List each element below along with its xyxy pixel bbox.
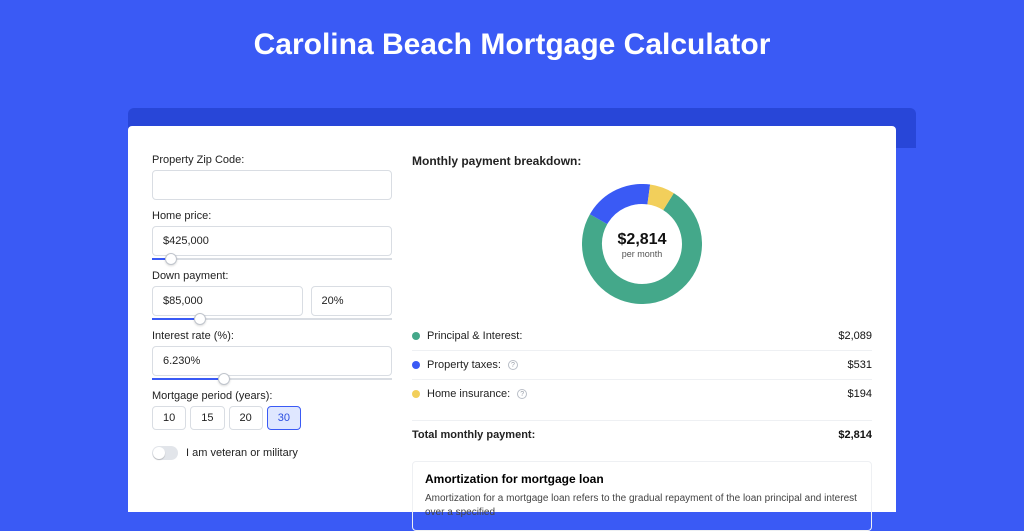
down-payment-percent-input[interactable] bbox=[311, 286, 392, 316]
mortgage-period-field: Mortgage period (years): 10152030 bbox=[152, 390, 392, 430]
total-row: Total monthly payment: $2,814 bbox=[412, 420, 872, 449]
home-price-input[interactable] bbox=[152, 226, 392, 256]
breakdown-item-2: Home insurance:? $194 bbox=[412, 379, 872, 408]
amortization-text: Amortization for a mortgage loan refers … bbox=[425, 492, 859, 520]
breakdown-item-label: Home insurance: bbox=[427, 388, 510, 400]
help-icon[interactable]: ? bbox=[508, 360, 518, 370]
donut-center: $2,814 per month bbox=[618, 231, 667, 259]
breakdown-title: Monthly payment breakdown: bbox=[412, 154, 872, 168]
down-payment-slider[interactable] bbox=[152, 318, 392, 320]
breakdown-item-value: $194 bbox=[848, 388, 872, 400]
period-option-10[interactable]: 10 bbox=[152, 406, 186, 430]
donut-center-sub: per month bbox=[618, 249, 667, 259]
calculator-card: Property Zip Code: Home price: Down paym… bbox=[128, 126, 896, 512]
breakdown-item-value: $531 bbox=[848, 359, 872, 371]
interest-rate-field: Interest rate (%): bbox=[152, 330, 392, 380]
page-title: Carolina Beach Mortgage Calculator bbox=[0, 0, 1024, 80]
interest-rate-slider[interactable] bbox=[152, 378, 392, 380]
veteran-label: I am veteran or military bbox=[186, 447, 298, 459]
breakdown-item-label: Principal & Interest: bbox=[427, 330, 522, 342]
interest-rate-label: Interest rate (%): bbox=[152, 330, 392, 342]
help-icon[interactable]: ? bbox=[517, 389, 527, 399]
total-label: Total monthly payment: bbox=[412, 429, 535, 441]
home-price-field: Home price: bbox=[152, 210, 392, 260]
breakdown-line-items: Principal & Interest: $2,089 Property taxe… bbox=[412, 322, 872, 408]
period-option-20[interactable]: 20 bbox=[229, 406, 263, 430]
donut-center-amount: $2,814 bbox=[618, 231, 667, 249]
mortgage-period-label: Mortgage period (years): bbox=[152, 390, 392, 402]
zip-input[interactable] bbox=[152, 170, 392, 200]
legend-dot bbox=[412, 361, 420, 369]
zip-label: Property Zip Code: bbox=[152, 154, 392, 166]
breakdown-item-label: Property taxes: bbox=[427, 359, 501, 371]
amortization-title: Amortization for mortgage loan bbox=[425, 472, 859, 486]
breakdown-item-value: $2,089 bbox=[838, 330, 872, 342]
breakdown-column: Monthly payment breakdown: $2,814 per mo… bbox=[412, 154, 872, 512]
veteran-row: I am veteran or military bbox=[152, 446, 392, 460]
home-price-slider[interactable] bbox=[152, 258, 392, 260]
breakdown-item-1: Property taxes:? $531 bbox=[412, 350, 872, 379]
donut-chart: $2,814 per month bbox=[412, 180, 872, 310]
breakdown-item-0: Principal & Interest: $2,089 bbox=[412, 322, 872, 350]
period-option-15[interactable]: 15 bbox=[190, 406, 224, 430]
mortgage-period-options: 10152030 bbox=[152, 406, 392, 430]
home-price-label: Home price: bbox=[152, 210, 392, 222]
zip-field: Property Zip Code: bbox=[152, 154, 392, 200]
interest-rate-input[interactable] bbox=[152, 346, 392, 376]
legend-dot bbox=[412, 390, 420, 398]
down-payment-field: Down payment: bbox=[152, 270, 392, 320]
inputs-column: Property Zip Code: Home price: Down paym… bbox=[152, 154, 392, 512]
legend-dot bbox=[412, 332, 420, 340]
total-value: $2,814 bbox=[838, 429, 872, 441]
amortization-card: Amortization for mortgage loan Amortizat… bbox=[412, 461, 872, 531]
period-option-30[interactable]: 30 bbox=[267, 406, 301, 430]
down-payment-label: Down payment: bbox=[152, 270, 392, 282]
down-payment-amount-input[interactable] bbox=[152, 286, 303, 316]
veteran-toggle[interactable] bbox=[152, 446, 178, 460]
